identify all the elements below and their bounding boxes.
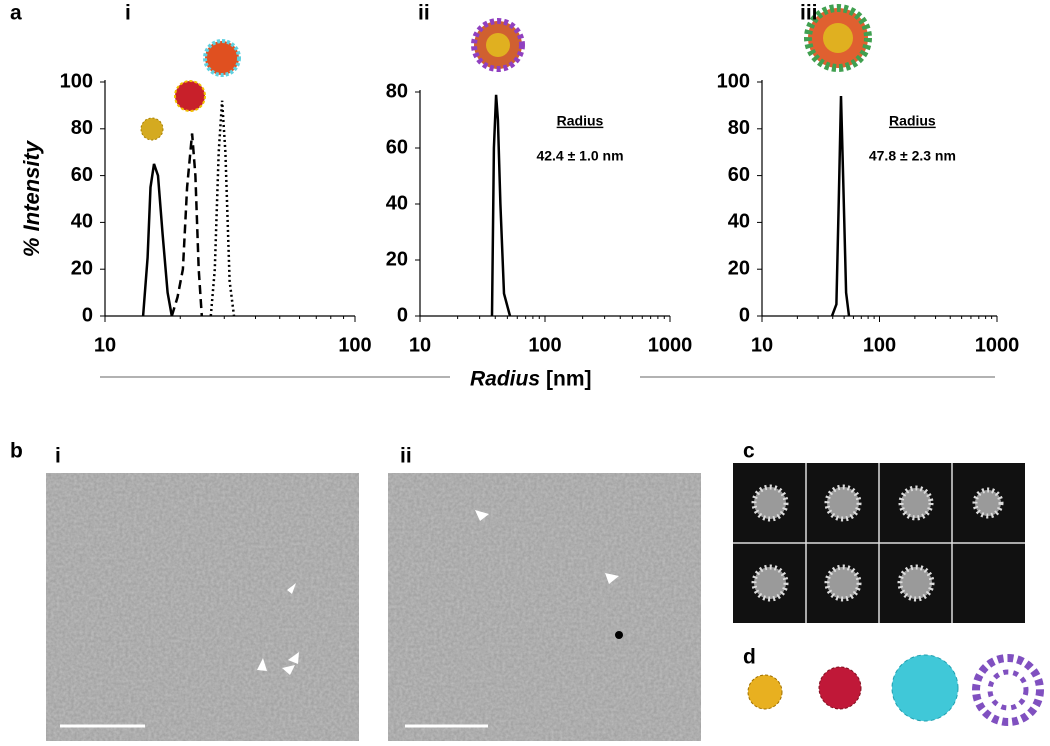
y-tick-label: 40 [728, 211, 750, 233]
panel-label: a [10, 2, 22, 25]
x-tick-label: 100 [863, 334, 896, 356]
x-tick-label: 1000 [975, 334, 1020, 356]
chart-title: ii [418, 2, 430, 25]
x-axis-title: Radius [470, 368, 540, 391]
panel-label: c [743, 440, 755, 463]
panel-label: b [10, 440, 23, 463]
x-axis-unit: [nm] [546, 368, 592, 391]
x-tick-label: 100 [338, 334, 371, 356]
annotation: 42.4 ± 1.0 nm [536, 148, 623, 164]
panel-label: ii [400, 445, 412, 468]
x-tick-label: 10 [94, 334, 116, 356]
capsid-models [747, 654, 1044, 726]
y-axis-title: % Intensity [19, 139, 44, 257]
micrograph [388, 473, 701, 741]
data-line [830, 95, 851, 317]
y-tick-label: 60 [386, 136, 408, 158]
annotation: 47.8 ± 2.3 nm [869, 148, 956, 164]
x-tick-label: 100 [528, 334, 561, 356]
data-line [141, 163, 174, 317]
y-tick-label: 20 [386, 248, 408, 270]
micrograph [46, 473, 359, 741]
y-tick-label: 0 [82, 304, 93, 326]
x-tick-label: 10 [409, 334, 431, 356]
y-tick-label: 80 [386, 80, 408, 102]
y-tick-label: 40 [71, 211, 93, 233]
y-tick-label: 0 [739, 304, 750, 326]
virus-icons [140, 4, 872, 141]
panel-label: i [55, 445, 61, 468]
data-line [170, 133, 204, 317]
chart-title: iii [800, 2, 818, 25]
x-tick-label: 1000 [648, 334, 693, 356]
y-tick-label: 80 [71, 117, 93, 139]
class-averages [733, 463, 1025, 623]
y-tick-label: 20 [728, 257, 750, 279]
y-tick-label: 100 [717, 70, 750, 92]
data-line [209, 100, 236, 317]
y-tick-label: 60 [71, 164, 93, 186]
chart-title: i [125, 2, 131, 25]
y-tick-label: 100 [60, 70, 93, 92]
panel-label: d [743, 646, 756, 669]
y-tick-label: 20 [71, 257, 93, 279]
y-tick-label: 40 [386, 192, 408, 214]
y-tick-label: 60 [728, 164, 750, 186]
y-tick-label: 0 [397, 304, 408, 326]
annotation-heading: Radius [557, 113, 604, 129]
x-tick-label: 10 [751, 334, 773, 356]
annotation-heading: Radius [889, 113, 936, 129]
data-line [490, 94, 512, 317]
y-tick-label: 80 [728, 117, 750, 139]
